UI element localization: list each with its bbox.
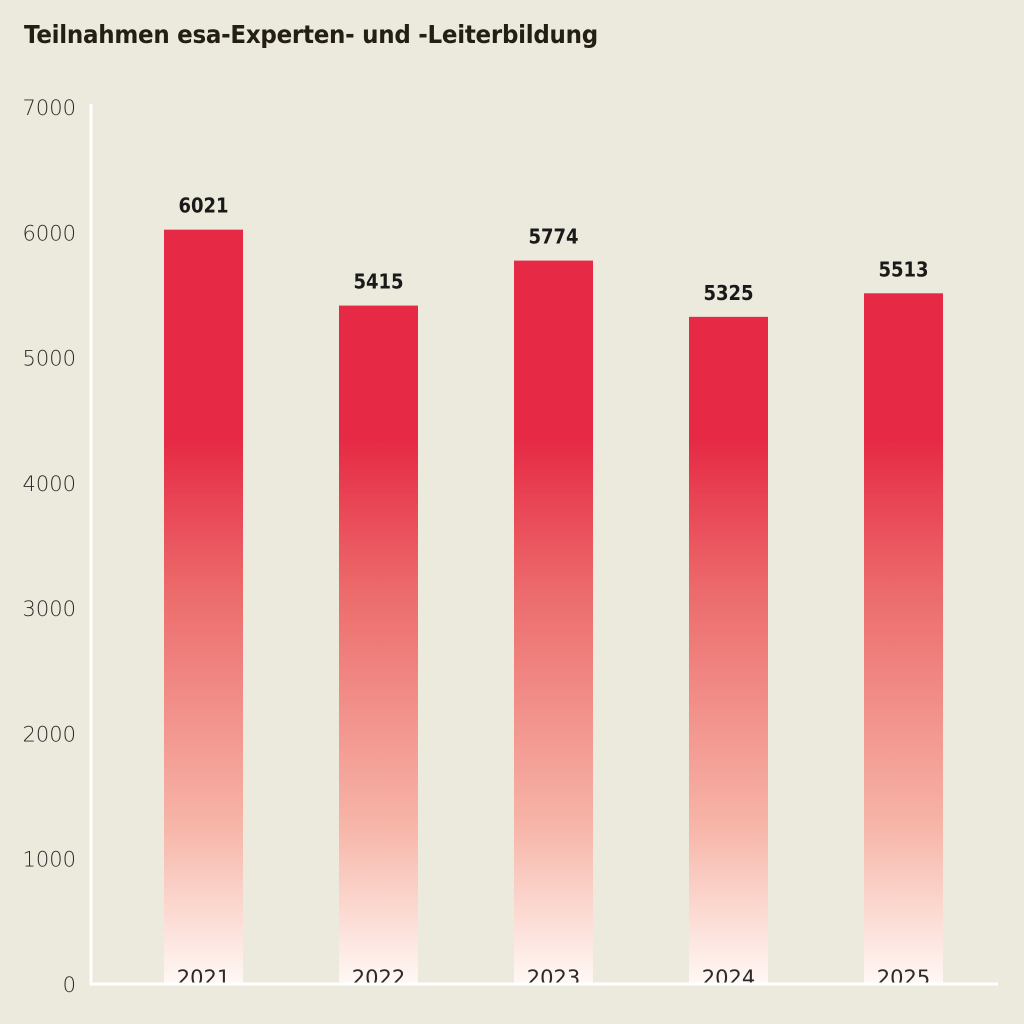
y-axis-ticks: 0 1000 2000 3000 4000 5000 6000 7000 (23, 96, 76, 997)
y-tick-label: 3000 (23, 597, 76, 621)
bar-2021 (164, 229, 243, 984)
bar-2022 (339, 305, 418, 984)
data-label-2025: 5513 (878, 257, 928, 281)
y-tick-label: 4000 (23, 472, 76, 496)
y-tick-label: 6000 (23, 221, 76, 245)
bars (164, 229, 943, 984)
x-tick-label-2022: 2022 (352, 966, 405, 990)
bar-2024 (689, 316, 768, 984)
bar-2023 (514, 260, 593, 984)
y-tick-label: 5000 (23, 347, 76, 371)
y-tick-label: 7000 (23, 96, 76, 120)
x-axis-ticks: 2021 2022 2023 2024 2025 (177, 966, 930, 990)
x-tick-label-2025: 2025 (877, 966, 930, 990)
x-tick-label-2024: 2024 (702, 966, 755, 990)
chart-title: Teilnahmen esa-Experten- und -Leiterbild… (24, 20, 598, 49)
data-label-2023: 5774 (528, 225, 578, 249)
y-tick-label: 2000 (23, 722, 76, 746)
data-label-2021: 6021 (178, 194, 228, 218)
data-labels: 6021 5415 5774 5325 5513 (178, 194, 928, 305)
x-tick-label-2021: 2021 (177, 966, 230, 990)
data-label-2024: 5325 (703, 281, 753, 305)
bar-2025 (864, 293, 943, 984)
y-tick-label: 0 (63, 973, 76, 997)
y-tick-label: 1000 (23, 848, 76, 872)
data-label-2022: 5415 (353, 270, 403, 294)
x-tick-label-2023: 2023 (527, 966, 580, 990)
